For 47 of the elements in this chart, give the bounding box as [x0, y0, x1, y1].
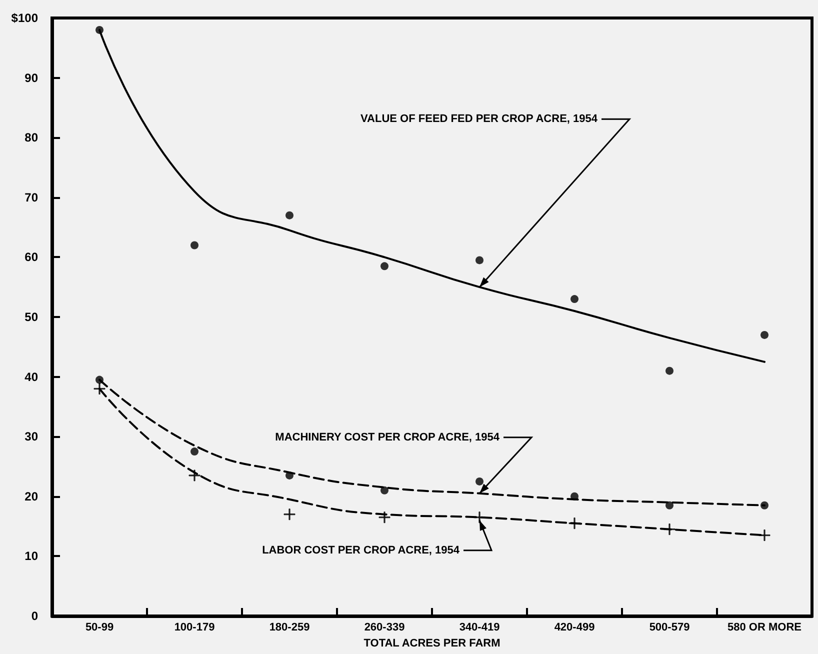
y-tick-label: 60 [24, 250, 38, 264]
y-tick-label: 40 [24, 370, 38, 384]
point [664, 524, 676, 536]
point [286, 471, 294, 480]
y-tick-label: 90 [24, 70, 38, 85]
point [94, 383, 106, 395]
point [474, 512, 486, 524]
point [476, 256, 484, 264]
point [760, 501, 768, 510]
x-tick-label: 420-499 [554, 622, 595, 634]
annotation: VALUE OF FEED FED PER CROP ACRE, 1954 [360, 113, 598, 126]
point [758, 530, 770, 542]
point [570, 295, 578, 304]
point [96, 26, 104, 34]
point [476, 477, 484, 486]
x-tick-label: 100-179 [174, 622, 215, 634]
annotation: MACHINERY COST PER CROP ACRE, 1954 [275, 431, 500, 444]
point [760, 330, 768, 339]
x-tick-label: 260-339 [364, 622, 405, 634]
point [190, 448, 198, 456]
x-axis-title: TOTAL ACRES PER FARM [364, 638, 500, 650]
y-tick-label: 80 [24, 130, 38, 145]
y-tick-label: 20 [24, 489, 38, 504]
point [190, 241, 198, 250]
x-tick-label: 180-259 [269, 622, 310, 634]
x-tick-label: 340-419 [459, 622, 500, 634]
point [284, 508, 296, 520]
point [286, 211, 294, 220]
annotation: LABOR COST PER CROP ACRE, 1954 [262, 544, 460, 556]
y-tick-label: 0 [31, 609, 38, 623]
point [570, 492, 578, 500]
point [380, 262, 388, 270]
y-tick-label: 30 [24, 430, 38, 444]
x-tick-label: 50-99 [85, 622, 114, 634]
x-tick-label: 500-579 [649, 622, 690, 634]
point [666, 501, 674, 510]
y-tick-label: 70 [24, 190, 38, 204]
point [568, 518, 580, 530]
y-tick-label: $100 [11, 11, 38, 25]
point [96, 376, 104, 384]
point [378, 512, 390, 524]
y-tick-label: 10 [24, 549, 38, 564]
y-tick-label: 50 [24, 310, 38, 324]
point [188, 470, 200, 482]
point [380, 486, 388, 494]
point [666, 366, 674, 375]
x-tick-label: 580 OR MORE [728, 622, 802, 634]
